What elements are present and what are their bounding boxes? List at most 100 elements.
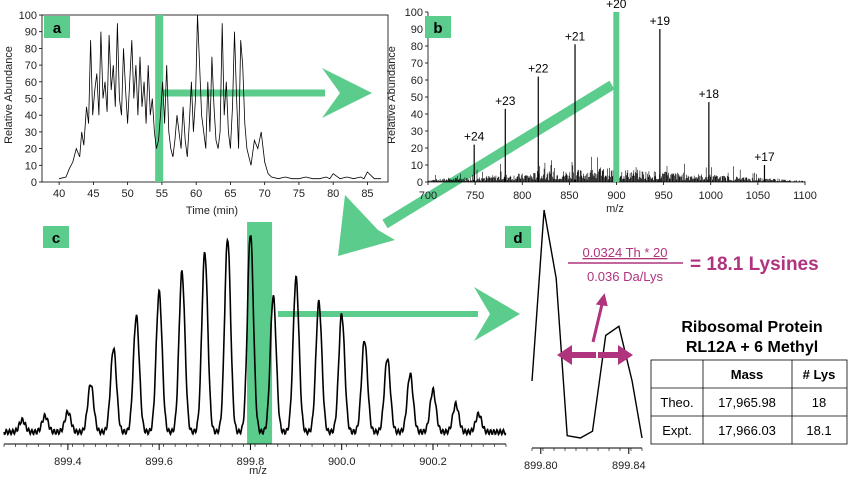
equation-numerator: 0.0324 Th * 20	[582, 245, 667, 260]
arrow-b-to-c-shaft	[382, 80, 615, 229]
panel-b-ytick-label: 40	[411, 109, 423, 121]
table-row-theo-lys: 18	[812, 395, 826, 410]
panel-c-xtick-label: 900.2	[419, 456, 447, 468]
panel-a-ytick-label: 10	[25, 160, 37, 172]
panel-b-highlight-band	[613, 12, 620, 182]
panel-b-ytick-label: 60	[411, 75, 423, 87]
table-row-expt-label: Expt.	[662, 423, 692, 438]
panel-b: 0 10 20 30 40 50 60 70 80 90 100 700 750 800 850 900 950…	[386, 0, 817, 215]
panel-b-ytick-label: 100	[405, 7, 423, 19]
panel-b-ytick-label: 80	[411, 41, 423, 53]
panel-b-ytick-label: 90	[411, 24, 423, 36]
panel-a-xtick-label: 70	[259, 188, 271, 200]
panel-a-ytick-label: 60	[25, 77, 37, 89]
panel-b-ytick-label: 70	[411, 58, 423, 70]
panel-a-xtick-label: 50	[122, 188, 134, 200]
panel-c-xlabel: m/z	[249, 465, 267, 477]
panel-a-label: a	[53, 20, 62, 37]
panel-a-ytick-label: 80	[25, 43, 37, 55]
table-row-expt-mass: 17,966.03	[718, 423, 776, 438]
arrow-b-to-c-head	[338, 195, 395, 256]
panel-a-ytick-label: 50	[25, 94, 37, 106]
panel-a-grid-axes: 0 10 20 30 40 50 60 70 80 90 100 40 45 50 55 60 65 70 75 80…	[19, 10, 389, 200]
protein-title-line2: RL12A + 6 Methyl	[686, 339, 818, 356]
lysine-equation: 0.0324 Th * 20 0.036 Da/Lys = 18.1 Lysin…	[568, 245, 819, 284]
equation-denominator: 0.036 Da/Lys	[587, 269, 664, 284]
equation-result: = 18.1 Lysines	[690, 254, 819, 275]
panel-d: 899.80 899.84 d	[505, 209, 646, 472]
panel-a-ytick-label: 0	[31, 177, 37, 189]
panel-a-xtick-label: 40	[53, 188, 65, 200]
panel-b-peak-label: +22	[528, 62, 549, 76]
table-row-theo-mass: 17,965.98	[718, 395, 776, 410]
panel-a-label-box	[44, 16, 70, 38]
panel-d-label-box	[505, 226, 531, 248]
panel-b-xtick-label: 950	[654, 190, 672, 202]
panel-a-xtick-label: 65	[224, 188, 236, 200]
peak-spacing-arrow	[557, 293, 633, 365]
panel-b-label: b	[433, 20, 442, 37]
panel-a: 0 10 20 30 40 50 60 70 80 90 100 40 45 50 55 60 65 70 75 80…	[3, 10, 389, 217]
panel-a-trace	[59, 14, 382, 180]
table-row-theo-label: Theo.	[660, 395, 693, 410]
panel-b-ytick-label: 50	[411, 92, 423, 104]
panel-c-xtick-label: 899.4	[54, 456, 82, 468]
panel-d-xtick-label: 899.84	[612, 460, 646, 472]
panel-a-ytick-label: 30	[25, 127, 37, 139]
panel-b-peak-label: +23	[495, 94, 516, 108]
panel-b-xtick-label: 1050	[746, 190, 770, 202]
panel-a-ytick-label: 100	[19, 10, 37, 22]
panel-c: 899.4 899.6 899.8 900.0 900.2 c m/z	[3, 222, 507, 477]
panel-b-noise	[427, 149, 806, 182]
panel-b-peaks: +24 +23 +22 +21 +20 +19 +18 +17	[464, 0, 775, 182]
panel-b-peak-label: +17	[754, 150, 775, 164]
panel-a-xtick-label: 55	[156, 188, 168, 200]
panel-b-peak-label: +21	[565, 29, 586, 43]
table-header-lys: # Lys	[803, 367, 836, 382]
panel-b-xtick-label: 900	[607, 190, 625, 202]
panel-b-peak-label: +19	[650, 14, 671, 28]
table-header-mass: Mass	[731, 367, 764, 382]
panel-b-label-box	[425, 16, 451, 38]
panel-c-axes: 899.4 899.6 899.8 900.0 900.2	[3, 443, 507, 468]
panel-b-xtick-label: 700	[419, 190, 437, 202]
panel-b-xtick-label: 800	[513, 190, 531, 202]
panel-b-ytick-label: 20	[411, 143, 423, 155]
panel-b-xtick-label: 1100	[793, 190, 817, 202]
panel-b-ylabel: Relative Abundance	[386, 46, 398, 144]
mass-table: Mass # Lys Theo. 17,965.98 18 Expt. 17,9…	[650, 359, 848, 445]
panel-d-xtick-label: 899.80	[524, 460, 558, 472]
arrow-c-to-d-head	[474, 287, 520, 341]
panel-c-xtick-label: 899.8	[237, 456, 265, 468]
panel-b-xtick-label: 1000	[699, 190, 723, 202]
panel-a-xtick-label: 80	[327, 188, 339, 200]
panel-b-xtick-label: 750	[466, 190, 484, 202]
panel-c-highlight-band	[247, 222, 273, 444]
connector-arrows	[158, 68, 615, 341]
panel-d-axes: 899.80 899.84	[524, 447, 646, 472]
panel-b-ytick-label: 30	[411, 126, 423, 138]
panel-b-ytick-label: 0	[417, 177, 423, 189]
panel-a-highlight-band	[155, 15, 164, 182]
panel-b-xlabel: m/z	[606, 203, 624, 215]
panel-a-ytick-label: 70	[25, 60, 37, 72]
panel-c-xtick-label: 900.0	[328, 456, 356, 468]
panel-a-ylabel: Relative Abundance	[3, 46, 15, 144]
panel-c-xtick-label: 899.6	[145, 456, 173, 468]
panel-b-peak-label: +20	[606, 0, 627, 11]
panel-c-label-box	[43, 226, 69, 248]
protein-summary: Ribosomal Protein RL12A + 6 Methyl Mass …	[650, 319, 848, 445]
panel-a-ytick-label: 90	[25, 27, 37, 39]
arrow-a-to-b-head	[322, 68, 372, 118]
panel-a-xtick-label: 85	[361, 188, 373, 200]
panel-b-peak-label: +18	[699, 87, 720, 101]
panel-a-xtick-label: 45	[87, 188, 99, 200]
panel-c-label: c	[52, 230, 60, 247]
panel-a-xlabel: Time (min)	[186, 205, 238, 217]
panel-a-ytick-label: 20	[25, 144, 37, 156]
panel-b-xtick-label: 850	[560, 190, 578, 202]
panel-a-xtick-label: 60	[190, 188, 202, 200]
panel-b-ytick-label: 10	[411, 160, 423, 172]
panel-d-label: d	[513, 230, 522, 247]
